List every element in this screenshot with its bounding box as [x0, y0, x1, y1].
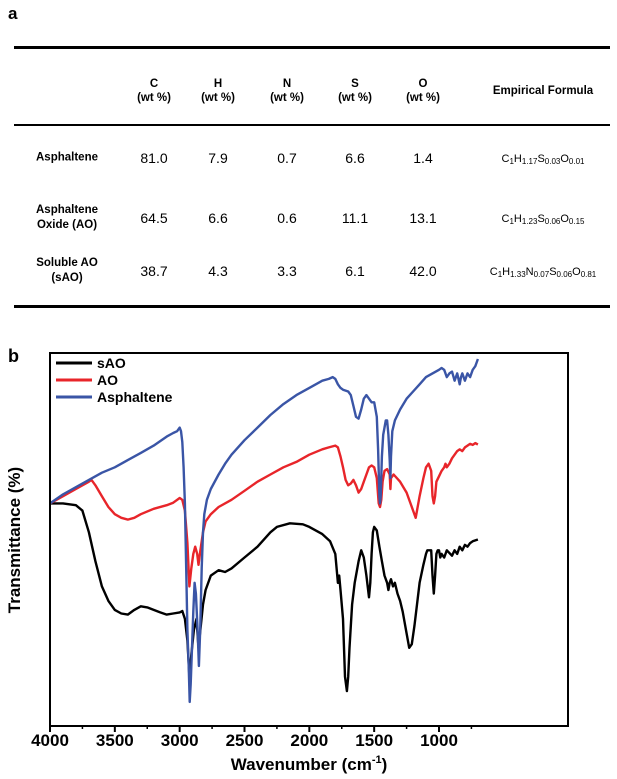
table-cell: 1.4	[413, 150, 433, 166]
formula-element: H	[513, 153, 522, 165]
series-line-sao	[50, 502, 479, 693]
column-header-unit: (wt %)	[201, 92, 235, 104]
formula-subscript: 0.15	[568, 217, 585, 226]
panel-a-label: a	[8, 4, 18, 23]
column-header-unit: (wt %)	[338, 92, 372, 104]
table-header-rule	[14, 124, 610, 126]
composition-table: C (wt %) H (wt %) N (wt %) S (wt %) O (wt %) Empir…	[14, 46, 610, 308]
table-cell: 13.1	[409, 210, 437, 226]
formula-element: S	[537, 153, 545, 165]
formula-subscript: 0.01	[568, 157, 585, 166]
formula-subscript: 1.17	[521, 157, 538, 166]
table-cell: 7.9	[208, 150, 228, 166]
x-axis-ticks: 4000 3500 3000 2500 2000 1500 1000	[31, 726, 473, 750]
series-line-asphaltene	[49, 358, 480, 704]
formula-element: C	[489, 266, 498, 278]
column-header: H (wt %)	[201, 77, 235, 105]
column-header-unit: (wt %)	[137, 92, 171, 104]
formula-subscript: 1	[509, 157, 514, 166]
table-cell: 6.1	[345, 263, 365, 279]
empirical-formula: C1H1.17S0.03O0.01	[501, 153, 585, 166]
x-tick-label: 2500	[226, 731, 264, 750]
formula-element: N	[525, 266, 534, 278]
column-header-name: O	[418, 78, 428, 90]
column-header: N (wt %)	[270, 77, 304, 105]
table-bottom-rule	[14, 305, 610, 308]
formula-element: O	[560, 213, 569, 225]
row-label: Asphaltene Oxide (AO)	[36, 203, 98, 233]
row-label: Soluble AO (sAO)	[36, 256, 98, 286]
x-tick-label: 1000	[420, 731, 458, 750]
x-tick-label: 1500	[355, 731, 393, 750]
formula-element: C	[501, 213, 510, 225]
row-label-line: Asphaltene	[36, 204, 98, 216]
formula-subscript: 1.23	[521, 217, 538, 226]
table-cell: 6.6	[345, 150, 365, 166]
x-axis-title: Wavenumber (cm-1)	[231, 754, 388, 774]
formula-element: S	[549, 266, 557, 278]
table-cell: 0.6	[277, 210, 297, 226]
column-header-name: H	[213, 78, 223, 90]
ftir-chart: 4000 3500 3000 2500 2000 1500 1000 Transmittan…	[5, 352, 569, 774]
formula-element: O	[560, 153, 569, 165]
table-cell: 38.7	[140, 263, 168, 279]
formula-subscript: 0.07	[533, 270, 550, 279]
x-tick-label: 3000	[161, 731, 199, 750]
legend-label: Asphaltene	[97, 389, 173, 405]
row-label: Asphaltene	[36, 151, 98, 166]
column-header-unit: (wt %)	[270, 92, 304, 104]
formula-header: Empirical Formula	[492, 85, 594, 97]
formula-subscript: 0.06	[556, 270, 573, 279]
column-header-unit: (wt %)	[406, 92, 440, 104]
formula-subscript: 1	[509, 217, 514, 226]
table-cell: 4.3	[208, 263, 228, 279]
panel-b-label: b	[8, 346, 19, 366]
formula-element: S	[537, 213, 545, 225]
formula-element: H	[502, 266, 511, 278]
x-tick-label: 3500	[96, 731, 134, 750]
formula-element: C	[501, 153, 510, 165]
formula-element: H	[513, 213, 522, 225]
series-line-ao	[49, 441, 479, 588]
column-header-name: C	[149, 78, 159, 90]
empirical-formula: C1H1.23S0.06O0.15	[501, 213, 585, 226]
plot-lines	[49, 358, 480, 704]
row-label-line: (sAO)	[51, 272, 83, 284]
column-header: C (wt %)	[137, 77, 171, 105]
table-cell: 64.5	[140, 210, 168, 226]
table-cell: 11.1	[341, 210, 369, 226]
formula-element: O	[572, 266, 581, 278]
x-tick-label: 2000	[290, 731, 328, 750]
plot-frame	[49, 352, 569, 727]
table-cell: 0.7	[277, 150, 297, 166]
formula-subscript: 0.81	[580, 270, 597, 279]
column-header: S (wt %)	[338, 77, 372, 105]
table-cell: 3.3	[277, 263, 297, 279]
x-tick-label: 4000	[31, 731, 69, 750]
table-cell: 81.0	[140, 150, 168, 166]
legend-label: sAO	[97, 355, 126, 371]
empirical-formula: C1H1.33N0.07S0.06O0.81	[489, 266, 597, 279]
formula-subscript: 0.03	[544, 157, 561, 166]
legend-label: AO	[97, 372, 118, 388]
table-cell: 6.6	[208, 210, 228, 226]
row-label-line: Asphaltene	[36, 151, 98, 164]
table-top-rule	[14, 46, 610, 49]
formula-subscript: 1.33	[510, 270, 526, 279]
row-label-line: Soluble AO	[36, 257, 98, 269]
table-cell: 42.0	[409, 263, 437, 279]
column-header-name: S	[351, 78, 359, 90]
column-header: O (wt %)	[406, 77, 440, 105]
formula-subscript: 1	[497, 270, 503, 279]
formula-subscript: 0.06	[544, 217, 561, 226]
column-header-name: N	[282, 78, 292, 90]
y-axis-title: Transmittance (%)	[5, 467, 24, 613]
row-label-line: Oxide (AO)	[36, 219, 98, 231]
